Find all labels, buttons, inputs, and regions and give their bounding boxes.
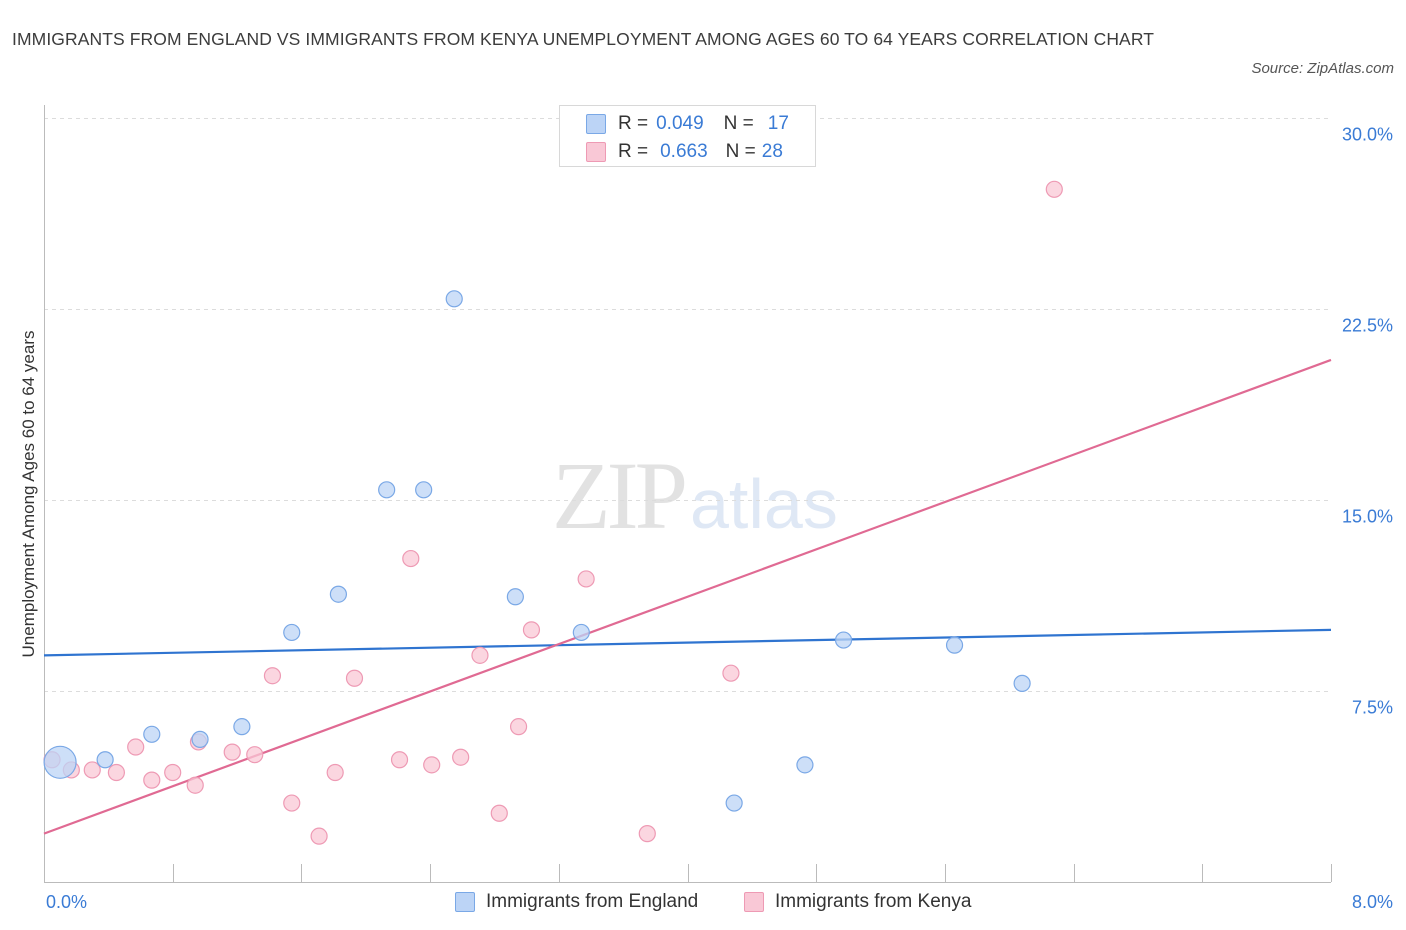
england-legend-label: Immigrants from England: [486, 891, 699, 912]
england-point: [1013, 674, 1031, 692]
england-legend-swatch: [455, 892, 475, 912]
legend-row-kenya: R = 0.663 N = 28: [586, 138, 783, 166]
england-point: [233, 718, 251, 736]
kenya-point: [509, 718, 528, 736]
legend-row-england: R = 0.049 N = 17: [586, 110, 789, 138]
england-point: [415, 481, 433, 499]
y-tick-labels: 7.5% 15.0% 22.5% 30.0%: [1342, 125, 1393, 718]
england-point: [945, 636, 964, 654]
y-tick-label: 15.0%: [1342, 507, 1393, 527]
england-point: [191, 730, 209, 748]
england-point: [572, 623, 590, 642]
kenya-r-value: 0.663: [660, 141, 708, 162]
kenya-swatch: [586, 142, 606, 162]
kenya-point: [390, 751, 409, 769]
england-point: [378, 481, 396, 499]
kenya-point: [402, 549, 420, 568]
kenya-point: [423, 756, 441, 774]
kenya-n-label: N =: [725, 141, 756, 162]
kenya-point: [246, 746, 264, 764]
y-tick-label: 22.5%: [1342, 316, 1393, 336]
kenya-point: [143, 771, 161, 789]
kenya-point: [577, 570, 595, 588]
kenya-trend-line: [43, 358, 1332, 835]
kenya-point: [452, 748, 470, 766]
gridlines: [44, 118, 1331, 692]
y-tick-label: 30.0%: [1342, 125, 1393, 145]
x-tick-label-max: 8.0%: [1352, 892, 1393, 912]
kenya-point: [722, 664, 740, 682]
kenya-point: [326, 763, 344, 782]
x-tick-label-min: 0.0%: [46, 892, 87, 912]
kenya-point: [638, 825, 656, 843]
kenya-legend-label: Immigrants from Kenya: [775, 891, 972, 912]
england-point: [329, 585, 348, 603]
trend-lines: [43, 358, 1332, 835]
kenya-point: [127, 738, 145, 756]
england-r-value: 0.049: [656, 113, 704, 134]
y-tick-label: 7.5%: [1352, 698, 1393, 718]
england-point: [506, 588, 524, 606]
kenya-r-label: R =: [618, 141, 649, 162]
kenya-point: [263, 667, 282, 685]
england-trend-line: [43, 628, 1332, 657]
england-point: [796, 756, 814, 774]
kenya-point: [283, 794, 301, 812]
kenya-point: [345, 669, 364, 687]
x-ticks: [44, 864, 1332, 882]
kenya-point: [310, 827, 328, 845]
england-point: [283, 623, 301, 642]
england-swatch: [586, 114, 606, 134]
england-n-label: N =: [723, 113, 754, 134]
kenya-point: [223, 743, 241, 761]
england-point: [725, 794, 743, 812]
source-credit: Source: ZipAtlas.com: [1251, 60, 1394, 77]
england-point: [445, 290, 463, 308]
england-r-label: R =: [618, 113, 649, 134]
england-point: [143, 725, 161, 743]
axes: [44, 105, 1331, 883]
kenya-point: [164, 763, 182, 782]
y-axis-title: Unemployment Among Ages 60 to 64 years: [19, 331, 38, 658]
kenya-point: [522, 621, 541, 639]
correlation-legend: R = 0.049 N = 17 R = 0.663 N = 28: [559, 105, 816, 167]
chart-title: IMMIGRANTS FROM ENGLAND VS IMMIGRANTS FR…: [12, 29, 1155, 49]
england-point: [96, 751, 114, 769]
kenya-point: [107, 763, 125, 782]
data-points: [43, 180, 1063, 845]
kenya-point: [490, 804, 508, 822]
england-n-value: 17: [767, 113, 789, 134]
series-legend-kenya: Immigrants from Kenya: [744, 888, 971, 916]
kenya-n-value: 28: [761, 141, 783, 162]
kenya-point: [1045, 180, 1063, 198]
kenya-point: [471, 646, 489, 664]
kenya-legend-swatch: [744, 892, 764, 912]
series-legend-england: Immigrants from England: [455, 888, 698, 916]
england-point: [834, 631, 853, 649]
kenya-point: [83, 761, 101, 779]
kenya-point: [186, 776, 204, 794]
england-point: [43, 745, 77, 779]
